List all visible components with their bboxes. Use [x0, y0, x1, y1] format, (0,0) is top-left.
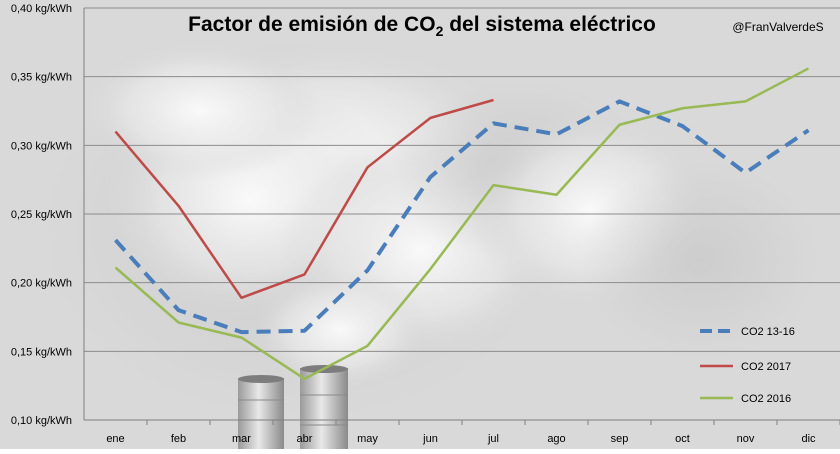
x-tick-label: mar — [232, 433, 251, 445]
x-tick-label: oct — [675, 433, 690, 445]
y-tick-label: 0,40 kg/kWh — [11, 3, 72, 15]
x-tick-label: dic — [801, 433, 816, 445]
x-tick-label: jun — [422, 433, 438, 445]
y-tick-label: 0,35 kg/kWh — [11, 72, 72, 84]
y-tick-label: 0,25 kg/kWh — [11, 209, 72, 221]
x-tick-label: ago — [547, 433, 565, 445]
x-tick-label: sep — [611, 433, 629, 445]
watermark-handle: @FranValverdeS — [732, 20, 823, 34]
chart-title: Factor de emisión de CO2 del sistema elé… — [188, 13, 656, 39]
x-tick-label: feb — [171, 433, 186, 445]
y-tick-label: 0,15 kg/kWh — [11, 346, 72, 358]
y-tick-label: 0,20 kg/kWh — [11, 278, 72, 290]
x-tick-label: nov — [737, 433, 755, 445]
y-tick-label: 0,10 kg/kWh — [11, 415, 72, 427]
x-tick-label: jul — [487, 433, 499, 445]
x-tick-label: may — [357, 433, 378, 445]
legend-label: CO2 2017 — [741, 361, 791, 373]
y-tick-label: 0,30 kg/kWh — [11, 140, 72, 152]
legend-label: CO2 13-16 — [741, 326, 795, 338]
x-tick-label: ene — [106, 433, 124, 445]
legend-label: CO2 2016 — [741, 393, 791, 405]
x-tick-label: abr — [297, 433, 313, 445]
